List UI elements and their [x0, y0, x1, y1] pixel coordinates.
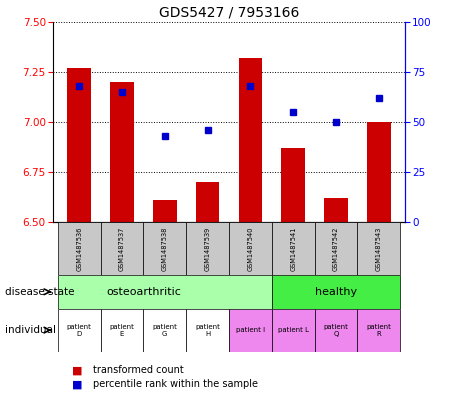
Bar [143, 222, 186, 275]
Bar [143, 309, 186, 352]
Text: GSM1487537: GSM1487537 [119, 226, 125, 271]
Text: patient
G: patient G [153, 323, 177, 337]
Text: patient
E: patient E [110, 323, 134, 337]
Text: disease state: disease state [5, 287, 74, 297]
Bar [100, 309, 143, 352]
Text: GSM1487541: GSM1487541 [290, 226, 296, 271]
Bar [315, 222, 358, 275]
Bar [229, 222, 272, 275]
Text: patient L: patient L [278, 327, 309, 333]
Text: ■: ■ [72, 379, 83, 389]
Text: individual: individual [5, 325, 56, 335]
Text: patient
D: patient D [66, 323, 92, 337]
Bar [367, 122, 391, 222]
Bar [358, 222, 400, 275]
Text: percentile rank within the sample: percentile rank within the sample [93, 379, 258, 389]
Text: GSM1487538: GSM1487538 [162, 226, 168, 271]
Bar [272, 275, 400, 309]
Bar [281, 148, 305, 222]
Text: patient
H: patient H [195, 323, 220, 337]
Text: ■: ■ [72, 365, 83, 375]
Text: transformed count: transformed count [93, 365, 184, 375]
Text: GSM1487536: GSM1487536 [76, 226, 82, 271]
Bar [100, 222, 143, 275]
Bar [272, 309, 315, 352]
Bar [196, 182, 219, 222]
Bar [186, 309, 229, 352]
Text: patient I: patient I [236, 327, 265, 333]
Text: patient
R: patient R [366, 323, 392, 337]
Bar [315, 309, 358, 352]
Text: GSM1487539: GSM1487539 [205, 226, 211, 271]
Bar [67, 68, 91, 222]
Bar [229, 309, 272, 352]
Title: GDS5427 / 7953166: GDS5427 / 7953166 [159, 5, 299, 19]
Bar [58, 222, 100, 275]
Bar [58, 309, 100, 352]
Bar [110, 82, 134, 222]
Text: GSM1487543: GSM1487543 [376, 226, 382, 271]
Text: GSM1487542: GSM1487542 [333, 226, 339, 271]
Text: GSM1487540: GSM1487540 [247, 226, 253, 271]
Bar [186, 222, 229, 275]
Bar [239, 58, 262, 222]
Bar [153, 200, 177, 222]
Text: osteoarthritic: osteoarthritic [106, 287, 181, 297]
Bar [58, 275, 272, 309]
Bar [272, 222, 315, 275]
Text: healthy: healthy [315, 287, 357, 297]
Text: patient
Q: patient Q [324, 323, 348, 337]
Bar [358, 309, 400, 352]
Bar [324, 198, 348, 222]
